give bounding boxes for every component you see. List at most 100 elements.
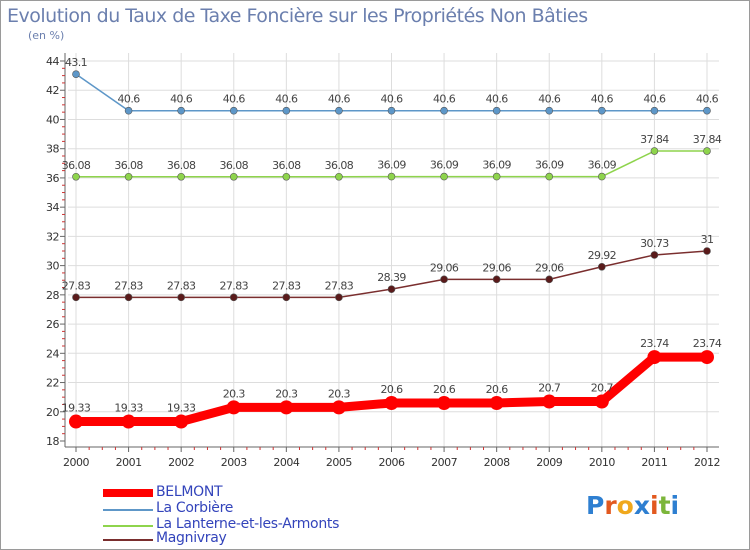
data-label-la-corbi-re: 40.6 <box>118 93 141 106</box>
data-label-la-corbi-re: 40.6 <box>328 93 351 106</box>
data-label-la-lanterne-et-les-armonts: 36.09 <box>588 159 617 172</box>
data-label-la-corbi-re: 40.6 <box>433 93 456 106</box>
data-label-magnivray: 29.06 <box>535 261 564 274</box>
series-layer <box>69 70 714 429</box>
data-point-la-lanterne-et-les-armonts <box>387 172 396 181</box>
y-tick-label: 40 <box>46 113 59 126</box>
data-point-la-corbi-re <box>492 106 501 115</box>
logo-letter: x <box>633 491 650 520</box>
logo-letter: i <box>650 491 659 520</box>
x-tick-label: 2004 <box>273 456 299 469</box>
data-point-magnivray <box>492 275 501 284</box>
x-tick-label: 2011 <box>641 456 667 469</box>
data-point-la-corbi-re <box>124 106 133 115</box>
data-point-magnivray <box>387 285 396 293</box>
data-point-la-lanterne-et-les-armonts <box>229 172 238 181</box>
data-point-la-corbi-re <box>387 106 396 115</box>
data-point-magnivray <box>72 293 80 302</box>
legend-swatch <box>103 509 153 511</box>
y-tick-label: 38 <box>46 143 59 156</box>
data-point-la-lanterne-et-les-armonts <box>335 172 343 181</box>
logo-letter: o <box>616 491 634 520</box>
legend-swatch <box>103 539 153 541</box>
x-tick-label: 2010 <box>589 456 615 469</box>
logo-letter: r <box>604 491 617 520</box>
data-label-la-lanterne-et-les-armonts: 37.84 <box>640 133 669 146</box>
label-layer: 43.1 40.6 40.6 40.6 40.6 40.6 40.6 40.6 40.6 40.6… <box>62 56 723 415</box>
y-tick-label: 28 <box>46 289 59 302</box>
data-point-la-corbi-re <box>335 106 343 115</box>
data-label-belmont: 20.3 <box>275 387 298 400</box>
data-label-la-corbi-re: 43.1 <box>65 56 87 69</box>
legend-label: La Corbière <box>156 500 234 516</box>
legend-label: Magnivray <box>156 530 227 546</box>
data-point-magnivray <box>124 293 133 302</box>
x-tick-label: 2002 <box>168 456 194 469</box>
logo-letter: i <box>670 491 680 520</box>
data-label-belmont: 20.7 <box>591 382 614 395</box>
data-point-belmont <box>437 396 452 410</box>
data-label-la-lanterne-et-les-armonts: 36.08 <box>272 159 301 172</box>
data-point-magnivray <box>440 275 448 284</box>
data-point-belmont <box>700 350 714 365</box>
data-point-belmont <box>174 414 189 429</box>
data-point-la-lanterne-et-les-armonts <box>72 172 80 181</box>
data-label-la-lanterne-et-les-armonts: 36.09 <box>482 159 511 172</box>
data-label-belmont: 20.3 <box>223 387 246 400</box>
data-point-la-corbi-re <box>598 106 606 115</box>
data-point-belmont <box>121 414 136 429</box>
data-label-magnivray: 28.39 <box>377 271 406 284</box>
data-point-la-corbi-re <box>650 106 659 115</box>
data-label-la-lanterne-et-les-armonts: 36.08 <box>325 159 354 172</box>
data-point-la-lanterne-et-les-armonts <box>282 172 291 181</box>
data-point-magnivray <box>282 293 291 302</box>
data-label-magnivray: 27.83 <box>220 279 249 292</box>
y-tick-label: 36 <box>46 172 59 185</box>
x-tick-label: 2008 <box>484 456 510 469</box>
y-tick-label: 32 <box>46 230 59 243</box>
data-label-magnivray: 27.83 <box>167 279 196 292</box>
data-point-la-corbi-re <box>545 106 554 115</box>
data-label-belmont: 19.33 <box>114 402 143 415</box>
data-label-la-corbi-re: 40.6 <box>696 93 719 106</box>
legend-label: La Lanterne-et-les-Armonts <box>156 516 340 532</box>
x-tick-label: 2000 <box>63 456 89 469</box>
y-tick-label: 26 <box>46 318 59 331</box>
data-label-la-lanterne-et-les-armonts: 36.09 <box>430 159 459 172</box>
x-tick-label: 2005 <box>326 456 352 469</box>
x-tick-label: 2007 <box>431 456 457 469</box>
data-label-la-corbi-re: 40.6 <box>170 93 193 106</box>
legend-swatch <box>103 489 153 497</box>
axis-layer: 18 20 22 24 26 28 30 32 34 36 38 40 42 44 2000 2001 2002… <box>46 53 721 469</box>
data-label-belmont: 20.3 <box>328 387 351 400</box>
data-point-la-corbi-re <box>229 106 238 115</box>
data-label-magnivray: 29.06 <box>482 261 511 274</box>
data-label-belmont: 20.7 <box>538 382 561 395</box>
data-label-la-lanterne-et-les-armonts: 36.09 <box>377 159 406 172</box>
data-point-la-lanterne-et-les-armonts <box>492 172 501 181</box>
data-point-la-corbi-re <box>282 106 291 115</box>
data-point-belmont <box>647 350 662 365</box>
unit-label: (en %) <box>28 29 65 42</box>
data-point-la-corbi-re <box>703 106 711 115</box>
data-point-la-corbi-re <box>177 106 185 115</box>
data-label-la-corbi-re: 40.6 <box>223 93 246 106</box>
x-tick-label: 2009 <box>536 456 562 469</box>
x-tick-label: 2001 <box>116 456 142 469</box>
data-point-belmont <box>384 396 399 410</box>
data-label-la-corbi-re: 40.6 <box>486 93 509 106</box>
data-point-belmont <box>69 414 83 429</box>
data-label-belmont: 23.74 <box>640 337 669 350</box>
chart-title: Evolution du Taux de Taxe Foncière sur l… <box>7 5 588 27</box>
data-label-la-lanterne-et-les-armonts: 36.08 <box>167 159 196 172</box>
data-point-belmont <box>594 394 609 409</box>
data-label-la-lanterne-et-les-armonts: 36.08 <box>220 159 249 172</box>
data-label-la-lanterne-et-les-armonts: 36.08 <box>114 159 143 172</box>
x-tick-label: 2006 <box>379 456 405 469</box>
logo-letter: P <box>586 491 605 520</box>
data-label-magnivray: 27.83 <box>325 279 354 292</box>
data-label-la-lanterne-et-les-armonts: 36.08 <box>62 159 91 172</box>
data-point-la-lanterne-et-les-armonts <box>440 172 448 181</box>
data-point-la-lanterne-et-les-armonts <box>124 172 133 181</box>
data-label-belmont: 20.6 <box>433 383 456 396</box>
